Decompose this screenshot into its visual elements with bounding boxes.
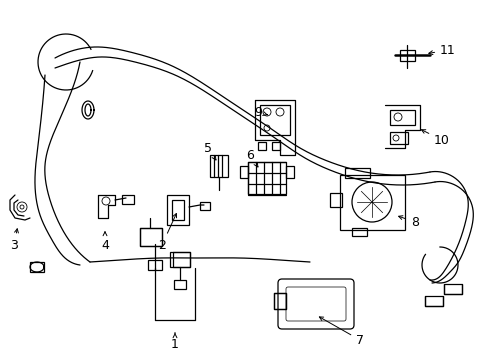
Text: 1: 1 [171,333,179,351]
Text: 11: 11 [428,44,455,57]
Bar [389,110,414,125]
Bar [209,155,227,177]
Bar [240,166,247,178]
Bar [174,280,185,289]
Bar [273,293,285,309]
Bar [329,193,341,207]
Bar [339,175,404,230]
Bar [172,200,183,220]
Text: 2: 2 [158,213,176,252]
Text: 10: 10 [421,130,449,147]
Text: 3: 3 [10,229,19,252]
Bar [443,284,461,294]
Bar [170,252,190,267]
Text: 4: 4 [101,232,109,252]
Bar [389,132,407,144]
Bar [285,166,293,178]
Bar [351,228,366,236]
Bar [148,260,162,270]
Bar [122,195,134,204]
Bar [30,262,44,272]
Bar [345,168,369,178]
Bar [140,228,162,246]
Text: 8: 8 [398,216,418,229]
Text: 7: 7 [319,317,363,346]
Bar [271,142,280,150]
Text: 6: 6 [245,149,258,167]
Bar [258,142,265,150]
Bar [167,195,189,225]
Bar [200,202,209,210]
Bar [260,105,289,135]
Bar [247,162,285,194]
Text: 9: 9 [254,105,267,118]
Bar [399,50,414,61]
Bar [424,296,442,306]
Text: 5: 5 [203,141,216,160]
